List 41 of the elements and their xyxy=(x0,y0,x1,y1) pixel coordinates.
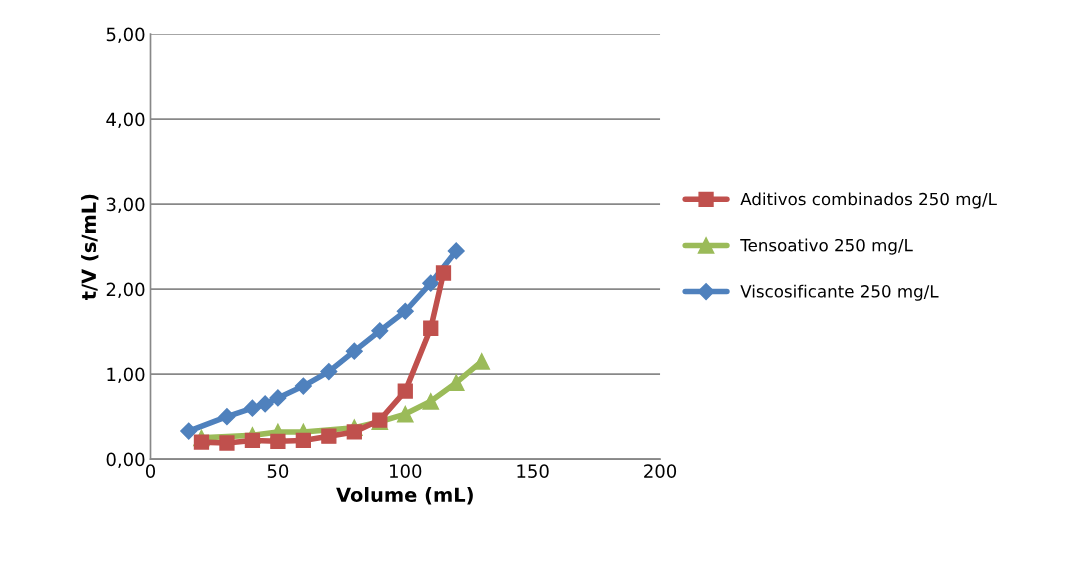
point xyxy=(397,383,413,399)
y-tick-label: 3,00 xyxy=(106,197,145,214)
x-tick-label: 200 xyxy=(644,464,677,478)
point xyxy=(321,428,337,444)
point xyxy=(447,242,465,260)
point xyxy=(219,435,235,451)
point xyxy=(396,302,414,320)
point xyxy=(447,374,465,391)
point xyxy=(396,405,414,423)
point xyxy=(320,363,338,381)
point xyxy=(422,393,440,410)
x-tick-label: 150 xyxy=(517,464,549,478)
point xyxy=(193,434,210,450)
point xyxy=(244,432,261,449)
x-axis-title: Volume (mL) xyxy=(336,487,473,505)
point xyxy=(346,424,362,440)
legend-label: Tensoativo 250 mg/L xyxy=(740,238,913,255)
legend-label: Aditivos combinados 250 mg/L xyxy=(740,192,997,209)
point xyxy=(270,433,286,449)
y-tick-label: 5,00 xyxy=(106,27,145,44)
x-tick-label: 50 xyxy=(267,464,289,478)
point xyxy=(243,399,261,417)
point xyxy=(295,432,312,449)
point xyxy=(371,322,389,340)
legend-label: Viscosificante 250 mg/L xyxy=(740,284,939,301)
point xyxy=(180,422,198,440)
x-tick-label: 0 xyxy=(145,464,156,478)
y-axis-title: t/V (s/mL) xyxy=(81,194,99,301)
y-tick-label: 4,00 xyxy=(106,112,145,129)
point xyxy=(218,408,236,426)
point xyxy=(422,274,440,292)
y-tick-label: 0,00 xyxy=(106,452,145,469)
y-tick-label: 1,00 xyxy=(107,367,145,384)
point xyxy=(294,377,312,395)
y-tick-label: 2,00 xyxy=(106,282,145,299)
point xyxy=(435,265,452,281)
point xyxy=(423,320,439,336)
point xyxy=(345,342,363,360)
point xyxy=(256,395,274,413)
x-tick-label: 100 xyxy=(390,464,422,478)
point xyxy=(269,389,287,407)
